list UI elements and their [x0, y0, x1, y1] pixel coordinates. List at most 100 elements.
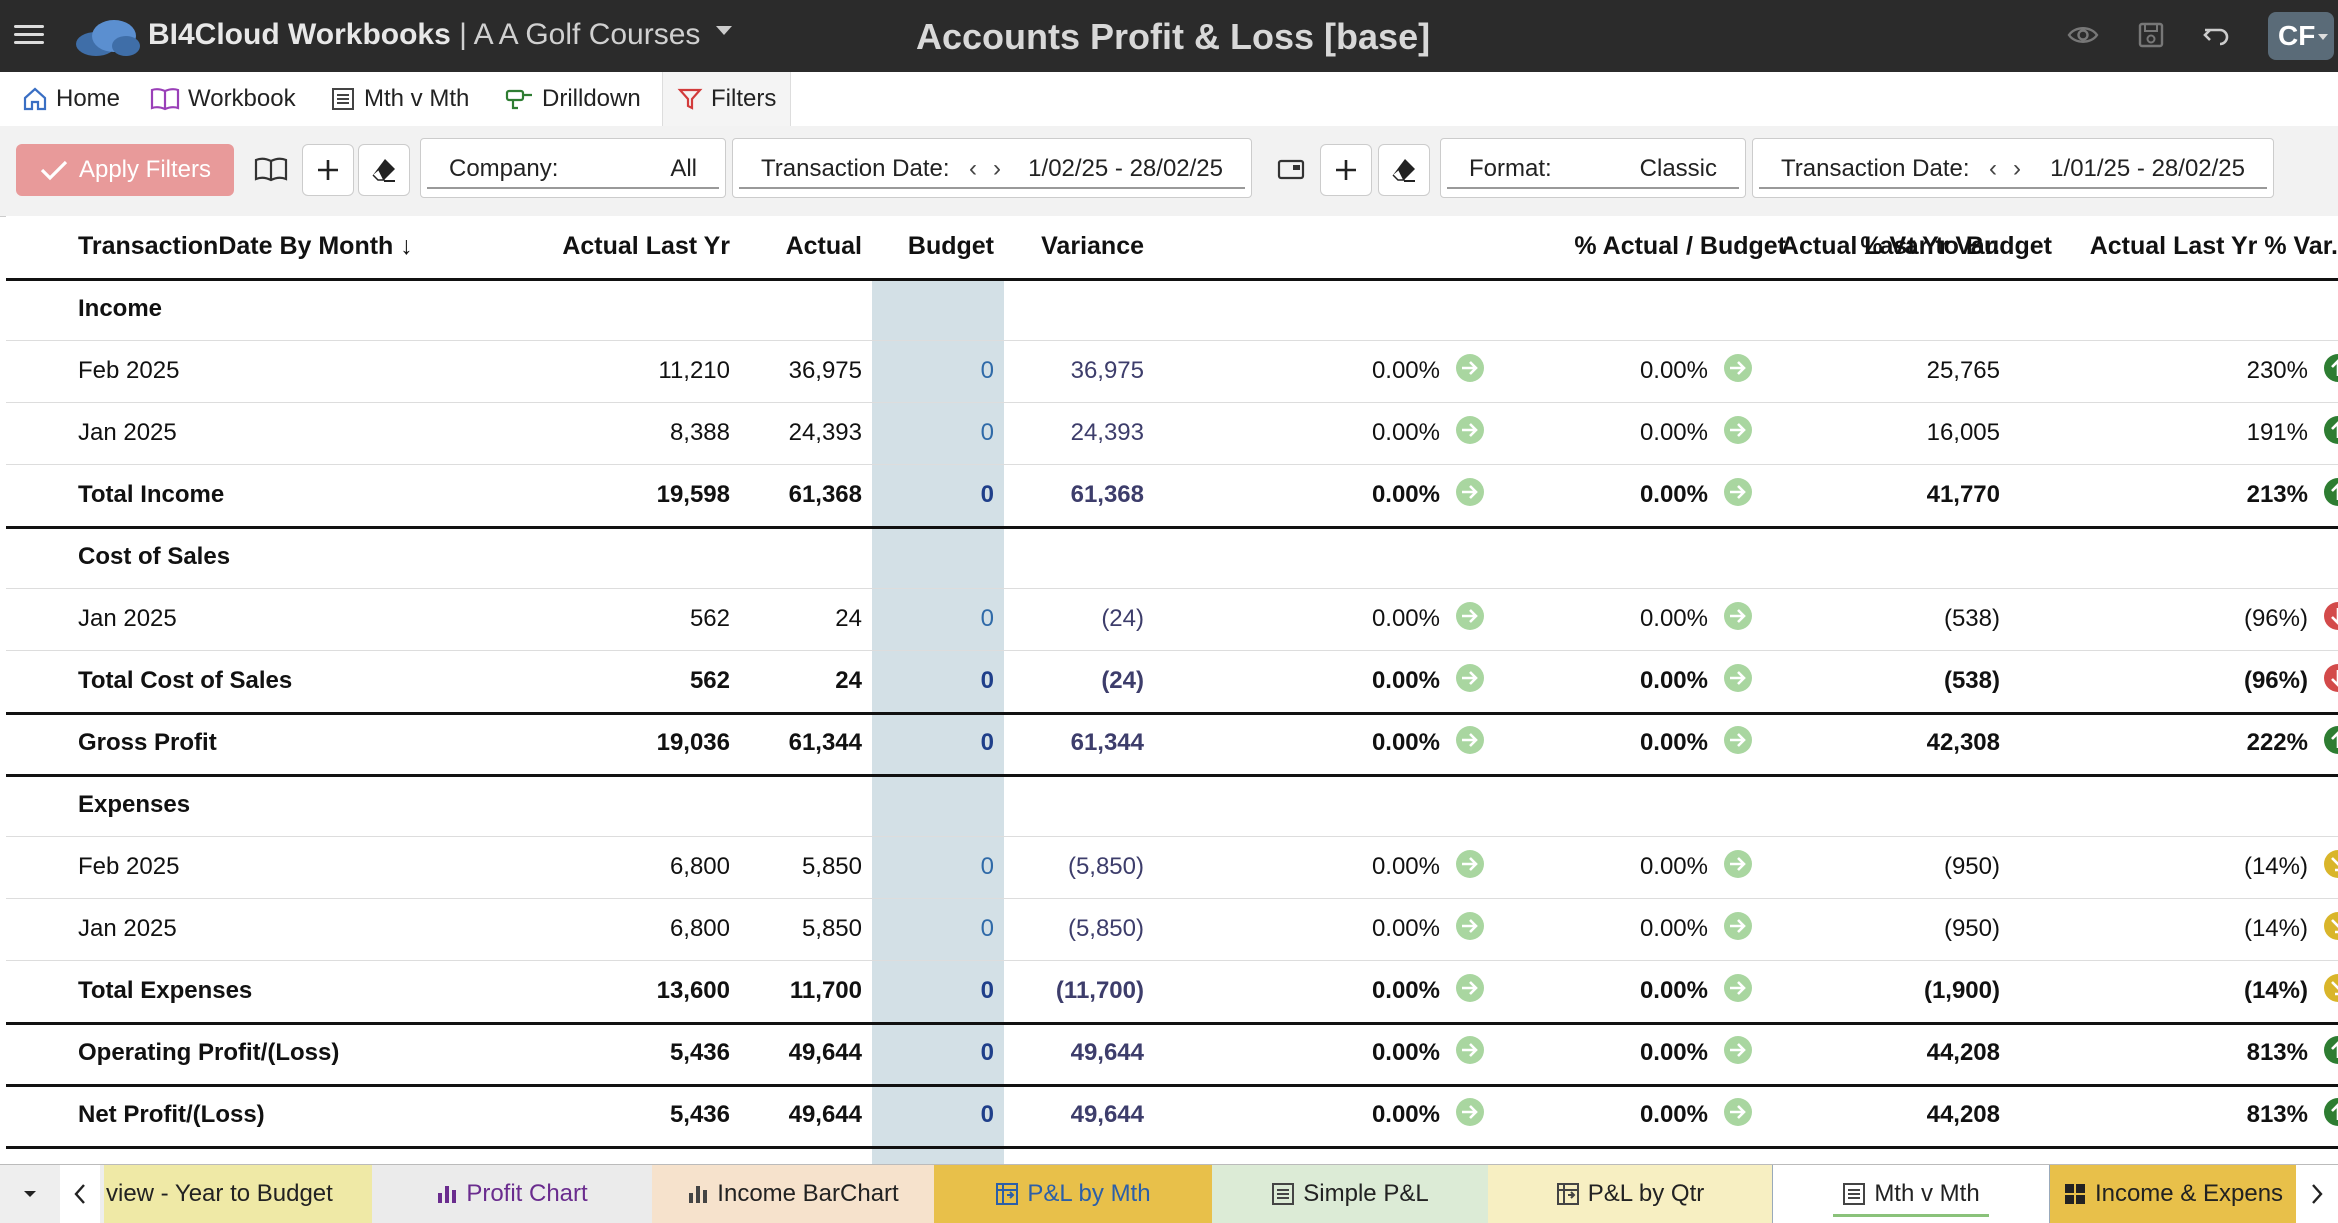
compare-date-prev[interactable]: ‹	[1989, 155, 1997, 182]
pvb-indicator-wrap	[1724, 588, 1752, 630]
cell-act: 61,344	[788, 729, 862, 756]
transaction-date-label: Transaction Date:	[761, 155, 950, 182]
apply-filters-button[interactable]: Apply Filters	[16, 144, 234, 196]
company-name: A A Golf Courses	[473, 18, 701, 51]
transaction-date-filter[interactable]: Transaction Date: ‹ › 1/02/25 - 28/02/25	[732, 138, 1252, 198]
sheet-tab-label: view - Year to Budget	[106, 1180, 333, 1207]
menu-icon[interactable]	[14, 20, 44, 50]
cell-var: (11,700)	[1055, 977, 1144, 1004]
cell-alp: 813%	[2246, 1101, 2308, 1128]
tab-filters[interactable]: Filters	[662, 72, 792, 126]
header-period-label: TransactionDate By Month	[78, 232, 394, 260]
pab-indicator-wrap	[1456, 960, 1484, 1002]
alp-indicator-wrap	[2324, 960, 2338, 1002]
book-icon	[150, 88, 180, 111]
header-budget[interactable]: Budget	[907, 232, 994, 260]
tabs-scroll-left[interactable]	[60, 1165, 100, 1223]
table-row[interactable]: Jan 2025 8,388 24,393 0 24,393 0.00% 0.00% 16,0…	[6, 402, 2338, 465]
txn-date-next[interactable]: ›	[993, 155, 1001, 182]
cell-alv: (950)	[1943, 915, 2000, 942]
add-format-button[interactable]	[1320, 144, 1372, 196]
pivot-icon	[996, 1183, 1019, 1205]
sheet-tab-label: Income & Expens	[2094, 1180, 2284, 1207]
tab-mth-v-mth-label: Mth v Mth	[364, 85, 470, 112]
eraser-icon	[1392, 159, 1415, 182]
cell-alv: 25,765	[1926, 357, 2000, 384]
sheet-tab[interactable]: Income & Expens	[2050, 1165, 2296, 1223]
header-actual-last-yr[interactable]: Actual Last Yr	[562, 232, 730, 260]
save-icon[interactable]	[2134, 18, 2168, 52]
alp-indicator-wrap	[2324, 402, 2338, 444]
header-period[interactable]: TransactionDate By Month ↓	[78, 232, 413, 261]
cell-aly: 562	[689, 667, 730, 694]
header-actual[interactable]: Actual	[785, 232, 862, 260]
pab-indicator-wrap	[1456, 588, 1484, 630]
format-filter[interactable]: Format: Classic	[1440, 138, 1746, 198]
tabs-scroll-right[interactable]	[2296, 1165, 2338, 1223]
add-filter-button[interactable]	[302, 144, 354, 196]
alp-indicator-wrap	[2324, 464, 2338, 506]
table-row[interactable]: Feb 2025 11,210 36,975 0 36,975 0.00% 0.00% 25,…	[6, 340, 2338, 403]
book-icon	[254, 157, 288, 182]
sheet-tab[interactable]: P&L by Qtr	[1488, 1165, 1772, 1223]
neutral-arrow-icon	[1724, 354, 1752, 382]
sheet-tab-label: P&L by Mth	[1027, 1180, 1151, 1207]
header-actual-last-yr-pct-var[interactable]: Actual Last Yr % Var.	[2089, 232, 2338, 260]
neutral-arrow-icon	[1724, 726, 1752, 754]
cell-pab: 0.00%	[1371, 1101, 1440, 1128]
sheet-tab[interactable]: Simple P&L	[1212, 1165, 1488, 1223]
pvb-indicator-wrap	[1724, 464, 1752, 506]
filter-icon	[677, 88, 703, 110]
book-filter-button[interactable]	[246, 144, 296, 194]
eye-icon[interactable]	[2066, 18, 2100, 52]
sheet-tab[interactable]: view - Year to Budget	[104, 1165, 372, 1223]
section-row: Income	[6, 278, 2338, 341]
clear-format-button[interactable]	[1378, 144, 1430, 196]
table-row[interactable]: Feb 2025 6,800 5,850 0 (5,850) 0.00% 0.00% (950…	[6, 836, 2338, 899]
neutral-arrow-icon	[1456, 354, 1484, 382]
tab-mth-v-mth[interactable]: Mth v Mth	[330, 72, 469, 126]
row-label: Cost of Sales	[78, 543, 231, 570]
sheet-menu-button[interactable]	[8, 1165, 52, 1223]
up-arrow-icon	[2324, 416, 2338, 444]
tab-workbook[interactable]: Workbook	[150, 72, 296, 126]
header-variance[interactable]: Variance	[1041, 232, 1144, 260]
sheet-tab[interactable]: P&L by Mth	[934, 1165, 1212, 1223]
chevron-right-icon	[2312, 1184, 2323, 1204]
sheet-tab[interactable]: Income BarChart	[652, 1165, 934, 1223]
header-actual-last-yr-var[interactable]: Actual Last Yr Var.	[1780, 232, 2000, 260]
compare-date-label: Transaction Date:	[1781, 155, 1970, 182]
neutral-arrow-icon	[1456, 850, 1484, 878]
user-avatar[interactable]: CF	[2268, 12, 2334, 60]
header-pct-var-budget[interactable]: % Var to Budget	[1860, 232, 2052, 260]
cell-bud: 0	[980, 977, 994, 1004]
grid-icon	[2064, 1184, 2085, 1204]
company-dropdown-icon[interactable]	[716, 26, 732, 35]
sort-arrow-icon[interactable]: ↓	[400, 232, 413, 260]
sheet-tab[interactable]: Profit Chart	[372, 1165, 652, 1223]
compare-date-next[interactable]: ›	[2013, 155, 2021, 182]
compare-date-filter[interactable]: Transaction Date: ‹ › 1/01/25 - 28/02/25	[1752, 138, 2274, 198]
tab-home[interactable]: Home	[22, 72, 120, 126]
window-button[interactable]	[1266, 144, 1316, 194]
alp-indicator-wrap	[2324, 836, 2338, 878]
cell-act: 61,368	[788, 481, 862, 508]
tab-drilldown[interactable]: Drilldown	[504, 72, 641, 126]
undo-icon[interactable]	[2200, 18, 2234, 52]
sheet-tabs: view - Year to Budget Profit Chart Income …	[0, 1164, 2338, 1223]
sheet-tab[interactable]: Mth v Mth	[1772, 1165, 2050, 1223]
cell-pab: 0.00%	[1371, 605, 1440, 632]
pvb-indicator-wrap	[1724, 340, 1752, 382]
cell-pab: 0.00%	[1371, 481, 1440, 508]
txn-date-prev[interactable]: ‹	[969, 155, 977, 182]
cell-pab: 0.00%	[1371, 1039, 1440, 1066]
table-row[interactable]: Jan 2025 6,800 5,850 0 (5,850) 0.00% 0.00% (950…	[6, 898, 2338, 961]
pab-indicator-wrap	[1456, 1084, 1484, 1126]
table-row[interactable]: Jan 2025 562 24 0 (24) 0.00% 0.00% (538) (96%)	[6, 588, 2338, 651]
eraser-icon	[372, 159, 395, 182]
neutral-arrow-icon	[1456, 1098, 1484, 1126]
clear-filters-button[interactable]	[358, 144, 410, 196]
cell-pab: 0.00%	[1371, 419, 1440, 446]
company-filter[interactable]: Company: All	[420, 138, 726, 198]
header-pct-actual-budget[interactable]: % Actual / Budget	[1574, 232, 1786, 260]
